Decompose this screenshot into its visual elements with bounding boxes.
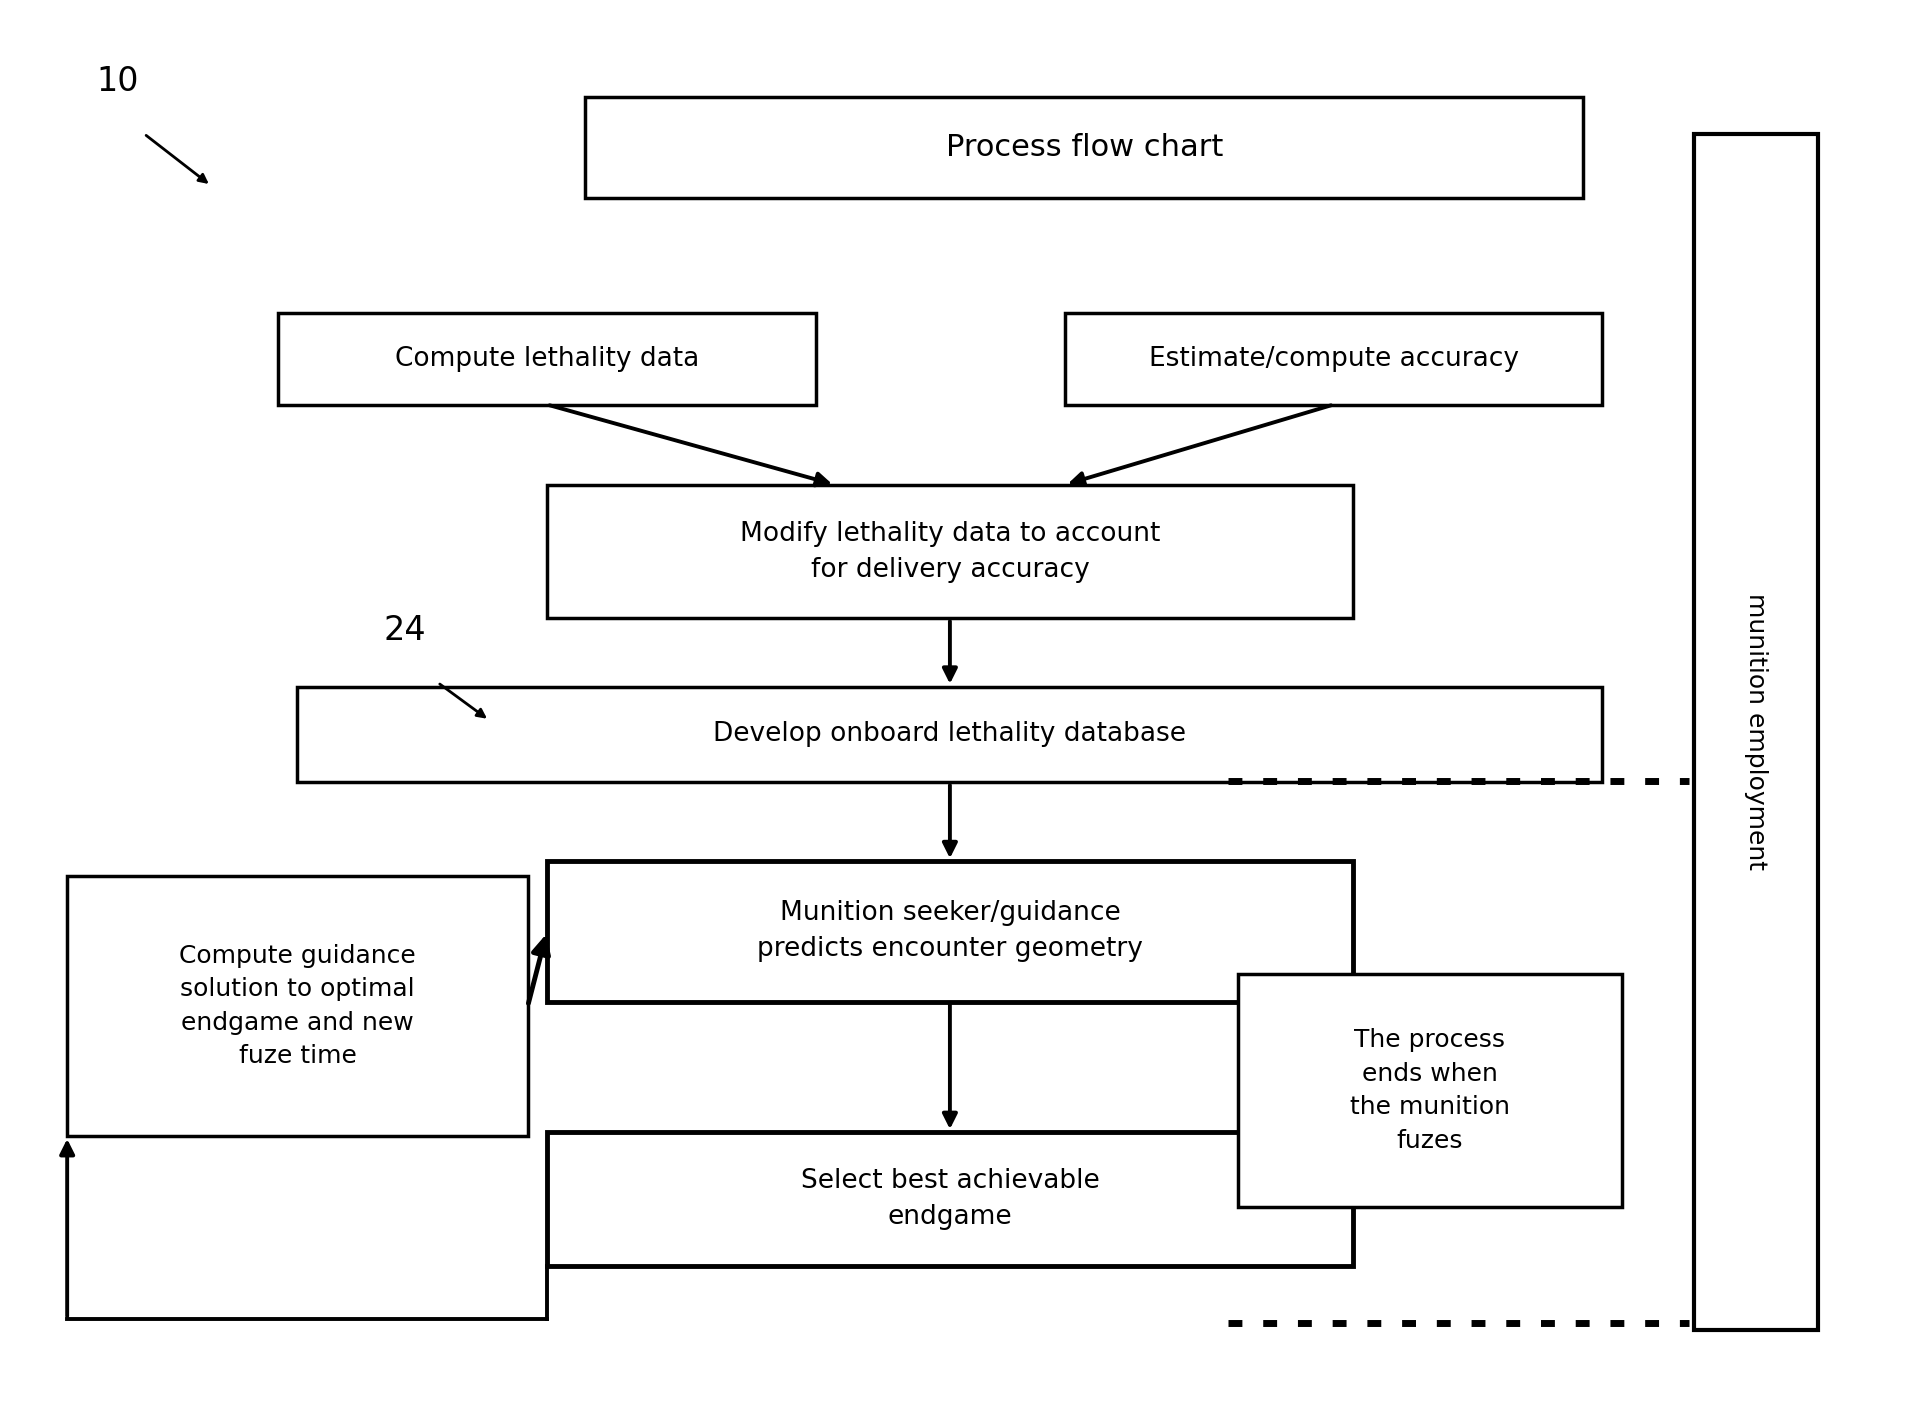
FancyBboxPatch shape xyxy=(1694,134,1819,1330)
Text: Estimate/compute accuracy: Estimate/compute accuracy xyxy=(1149,346,1518,371)
FancyBboxPatch shape xyxy=(547,484,1353,619)
FancyBboxPatch shape xyxy=(297,687,1602,782)
Text: 10: 10 xyxy=(96,66,138,98)
Text: Select best achievable
endgame: Select best achievable endgame xyxy=(800,1168,1100,1230)
Text: Process flow chart: Process flow chart xyxy=(946,134,1222,162)
Text: Compute guidance
solution to optimal
endgame and new
fuze time: Compute guidance solution to optimal end… xyxy=(178,944,416,1068)
Text: Modify lethality data to account
for delivery accuracy: Modify lethality data to account for del… xyxy=(739,521,1161,582)
FancyBboxPatch shape xyxy=(547,861,1353,1002)
Text: Munition seeker/guidance
predicts encounter geometry: Munition seeker/guidance predicts encoun… xyxy=(756,900,1144,962)
Text: 24: 24 xyxy=(384,615,426,647)
FancyBboxPatch shape xyxy=(278,312,816,405)
Text: Develop onboard lethality database: Develop onboard lethality database xyxy=(714,722,1186,747)
FancyBboxPatch shape xyxy=(585,97,1583,198)
FancyBboxPatch shape xyxy=(67,875,528,1137)
FancyBboxPatch shape xyxy=(1238,974,1622,1206)
FancyBboxPatch shape xyxy=(547,1131,1353,1266)
Text: munition employment: munition employment xyxy=(1744,594,1767,870)
Text: Compute lethality data: Compute lethality data xyxy=(395,346,699,371)
Text: The process
ends when
the munition
fuzes: The process ends when the munition fuzes xyxy=(1349,1029,1510,1152)
FancyBboxPatch shape xyxy=(1065,312,1602,405)
